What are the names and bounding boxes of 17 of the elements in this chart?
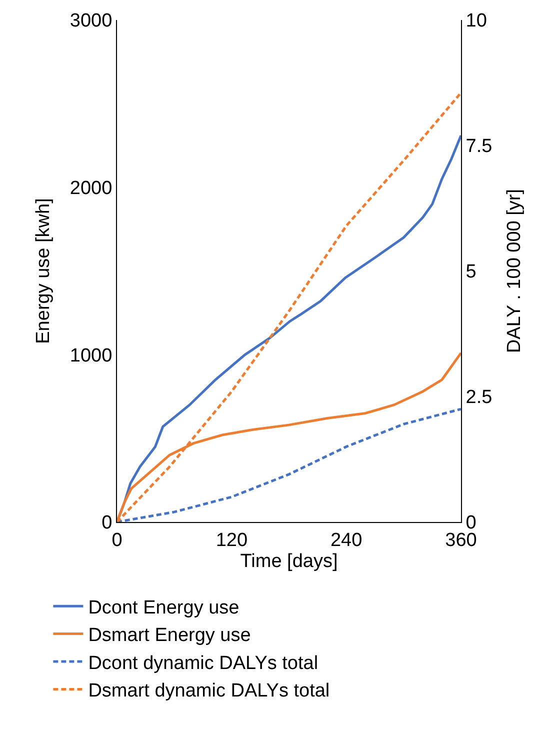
- y2-tick-label: 7.5: [466, 136, 492, 158]
- legend-label: Dsmart Energy use: [88, 625, 251, 646]
- y-axis-title: Energy use [kwh]: [32, 198, 54, 344]
- y2-tick-label: 5: [466, 262, 476, 283]
- x-axis-title: Time [days]: [240, 550, 338, 572]
- legend-label: Dcont Energy use: [88, 598, 240, 619]
- x-tick-label: 120: [216, 530, 248, 551]
- y2-tick-label: 10: [466, 10, 487, 32]
- y2-tick-label: 2.5: [466, 387, 492, 408]
- legend-label: Dcont dynamic DALYs total: [88, 652, 318, 674]
- legend-label: Dsmart dynamic DALYs total: [88, 680, 330, 702]
- x-tick-label: 240: [330, 530, 362, 551]
- y2-axis-title: DALY . 100 000 [yr]: [504, 188, 526, 354]
- y-tick-label: 0: [102, 512, 112, 534]
- y-tick-label: 2000: [70, 178, 112, 199]
- y-tick-label: 3000: [70, 10, 112, 32]
- y-tick-label: 1000: [70, 345, 112, 366]
